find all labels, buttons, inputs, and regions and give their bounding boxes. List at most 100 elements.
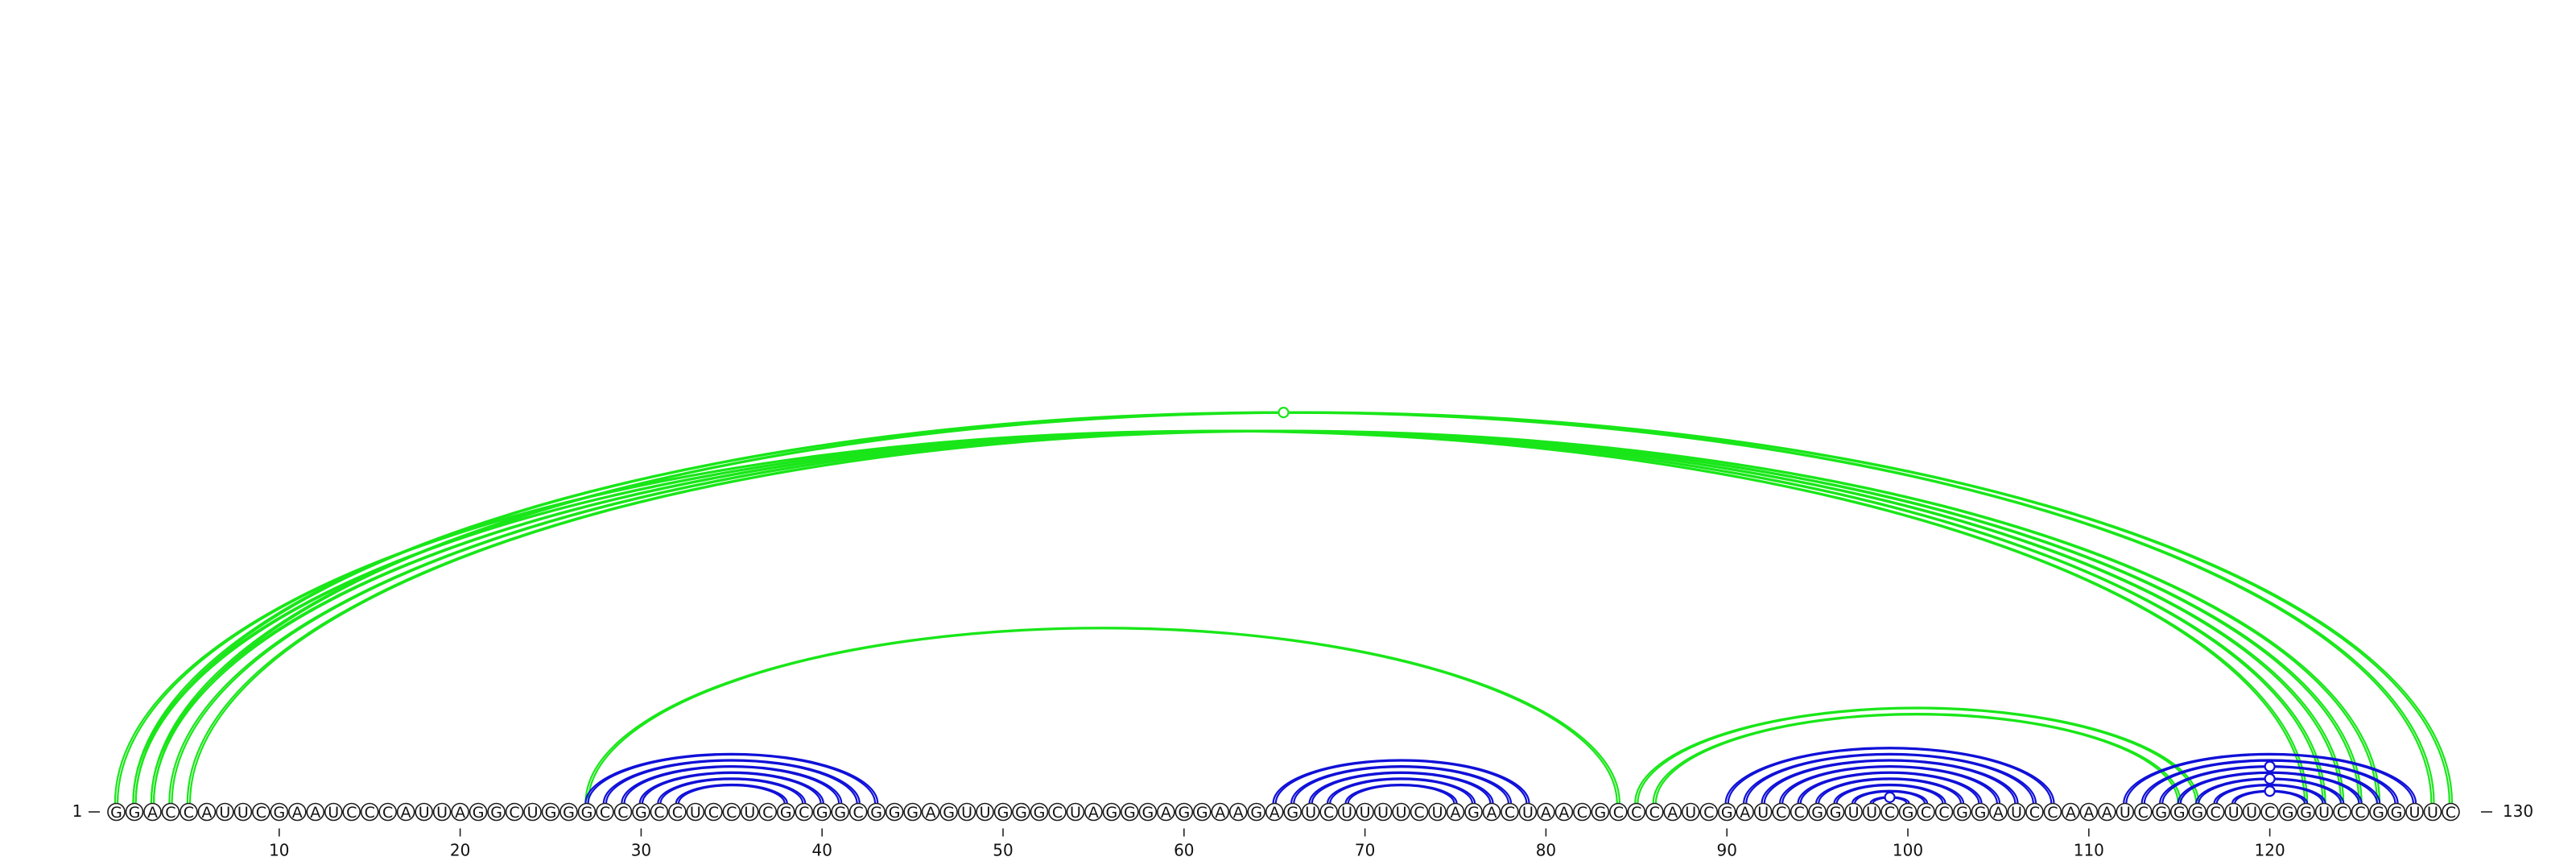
nucleotide-letter: G bbox=[1902, 804, 1914, 822]
nested-arc-30-40 bbox=[641, 772, 822, 804]
nucleotide-letter: G bbox=[1250, 804, 1262, 822]
nucleotide-letter: U bbox=[1341, 804, 1352, 822]
pair-marker bbox=[2264, 760, 2276, 772]
nucleotide-circle bbox=[1790, 802, 1809, 822]
nested-arc-112-128 bbox=[2125, 753, 2414, 804]
nucleotide-circle bbox=[1645, 802, 1664, 822]
nucleotide-circle bbox=[487, 802, 506, 822]
nucleotide-letter: U bbox=[527, 804, 539, 822]
nucleotide-letter: G bbox=[1975, 804, 1987, 822]
nested-arc-92-106 bbox=[1763, 760, 2017, 804]
nucleotide-letter: U bbox=[1070, 804, 1081, 822]
pseudoknot-arc-2-123 bbox=[132, 429, 2326, 804]
pair-marker bbox=[1278, 407, 1290, 419]
nucleotide-circle bbox=[1012, 802, 1030, 822]
nested-arc-90-108 bbox=[1727, 747, 2053, 804]
pseudoknot-arc-85-116 bbox=[1637, 707, 2198, 804]
pseudoknot-arc-2-129 bbox=[134, 412, 2433, 804]
nucleotide-letter: G bbox=[563, 804, 575, 822]
nucleotide-circle bbox=[2242, 802, 2261, 822]
nucleotide-circle bbox=[1537, 802, 1555, 822]
nucleotide-letter: U bbox=[1522, 804, 1534, 822]
nucleotide-circle bbox=[2442, 802, 2460, 822]
nested-arc-30-40 bbox=[638, 771, 824, 804]
position-label: 50 bbox=[993, 841, 1013, 857]
nucleotide-circle bbox=[197, 802, 217, 822]
nucleotide-letter: G bbox=[273, 804, 285, 822]
nucleotide-letter: G bbox=[129, 804, 141, 822]
sequence-backbone: 1 130 bbox=[72, 801, 2533, 821]
nucleotide-letter: C bbox=[1921, 804, 1931, 822]
nested-arc-95-103 bbox=[1818, 778, 1962, 804]
nucleotide-circle bbox=[686, 802, 705, 822]
nucleotide-letter: C bbox=[2029, 804, 2040, 822]
nucleotide-letter: A bbox=[2083, 804, 2094, 822]
nucleotide-letter: A bbox=[1667, 804, 1678, 822]
nucleotide-letter: C bbox=[1885, 804, 1895, 822]
nucleotide-letter: U bbox=[2246, 804, 2257, 822]
nucleotide-letter: C bbox=[346, 804, 357, 822]
nucleotide-letter: U bbox=[2120, 804, 2131, 822]
nucleotide-letter: A bbox=[401, 804, 411, 822]
nucleotide-letter: U bbox=[2318, 804, 2330, 822]
position-label: 100 bbox=[1893, 841, 1923, 857]
nucleotide-letter: C bbox=[2211, 804, 2221, 822]
nucleotide-circle bbox=[1917, 802, 1935, 822]
nucleotide-letter: A bbox=[310, 804, 320, 822]
nucleotide-circle bbox=[848, 802, 868, 822]
nucleotide-letter: A bbox=[1451, 804, 1461, 822]
nucleotide-letter: C bbox=[853, 804, 864, 822]
nucleotide-letter: A bbox=[292, 804, 303, 822]
nucleotide-letter: U bbox=[2427, 804, 2438, 822]
nucleotide-circle bbox=[2188, 802, 2207, 822]
nucleotide-circle bbox=[2333, 802, 2351, 822]
nucleotide-circle bbox=[632, 802, 650, 822]
nested-arc-113-127 bbox=[2140, 759, 2399, 804]
nucleotide-circle bbox=[559, 802, 578, 822]
nucleotide-circle bbox=[1591, 802, 1610, 822]
nucleotide-circle bbox=[1862, 802, 1881, 822]
nucleotide-letter: C bbox=[1323, 804, 1334, 822]
position-ticks: 10 20 30 40 50 60 70 80 90 100 110 120 bbox=[269, 828, 2285, 857]
nested-arc-96-102 bbox=[1833, 783, 1946, 804]
nucleotide-letter: C bbox=[1938, 804, 1949, 822]
pseudoknot-arc-5-126 bbox=[188, 430, 2378, 804]
nucleotide-letter: G bbox=[870, 804, 882, 822]
nucleotide-circle bbox=[957, 802, 976, 822]
nucleotide-circle bbox=[2007, 802, 2026, 822]
pseudoknot-arc-4-125 bbox=[171, 430, 2360, 804]
nucleotide-circle bbox=[1283, 802, 1302, 822]
nucleotide-letter: C bbox=[2264, 804, 2275, 822]
nucleotide-circle bbox=[1663, 802, 1682, 822]
nucleotide-circle bbox=[378, 802, 398, 822]
nucleotide-letter: A bbox=[201, 804, 212, 822]
nucleotide-circle bbox=[2314, 802, 2334, 822]
nucleotide-letter: U bbox=[2409, 804, 2420, 822]
nucleotide-circle bbox=[831, 802, 849, 822]
pseudoknot-arc-2-129 bbox=[132, 411, 2435, 804]
pseudoknot-arc-3-124 bbox=[152, 430, 2343, 804]
nucleotide-letter: G bbox=[1124, 804, 1136, 822]
nucleotide-circle bbox=[1753, 802, 1773, 822]
nested-arc-27-43 bbox=[587, 753, 877, 804]
nucleotide-letter: G bbox=[816, 804, 828, 822]
nucleotide-circle bbox=[1337, 802, 1356, 822]
nested-arc-67-77 bbox=[1308, 771, 1494, 804]
sequence-start-label: 1 bbox=[72, 801, 83, 821]
nucleotide-letter: U bbox=[980, 804, 991, 822]
nested-arc-66-78 bbox=[1290, 765, 1513, 804]
position-label: 70 bbox=[1355, 841, 1375, 857]
nucleotide-letter: G bbox=[581, 804, 593, 822]
nucleotide-circle bbox=[216, 802, 234, 822]
nucleotide-circle bbox=[1627, 802, 1646, 822]
nucleotide-letter: U bbox=[1848, 804, 1860, 822]
nucleotide-circle bbox=[596, 802, 614, 822]
nucleotide-circle bbox=[2278, 802, 2297, 822]
nucleotide-letter: U bbox=[1432, 804, 1443, 822]
nucleotide-circle bbox=[396, 802, 415, 822]
nucleotide-letter: C bbox=[2138, 804, 2149, 822]
nucleotide-circle bbox=[1554, 802, 1574, 822]
nucleotide-letter: G bbox=[1106, 804, 1118, 822]
nucleotide-circle bbox=[1699, 802, 1719, 822]
nested-arc-31-39 bbox=[659, 778, 804, 804]
